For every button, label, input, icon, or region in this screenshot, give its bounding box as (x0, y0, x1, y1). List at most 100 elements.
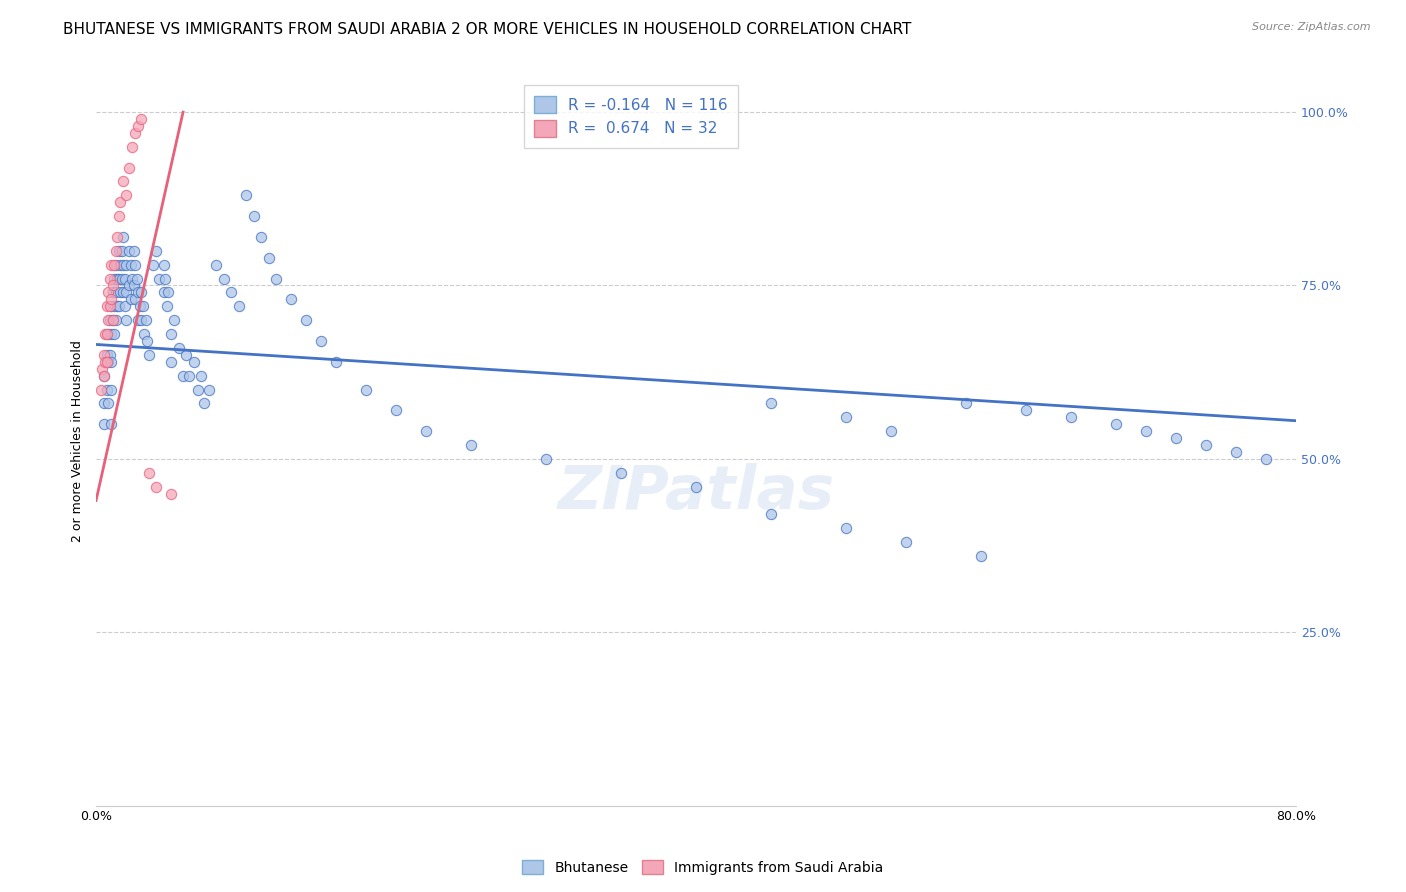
Point (90, 383, 112, 397)
Point (97, 355, 120, 369)
Point (94, 355, 117, 369)
Point (96, 299, 118, 313)
Point (534, 451, 557, 466)
Point (112, 258, 135, 272)
Point (219, 285, 242, 300)
Y-axis label: 2 or more Vehicles in Household: 2 or more Vehicles in Household (72, 341, 84, 542)
Point (108, 285, 131, 300)
Point (685, 480, 707, 494)
Point (153, 271, 176, 285)
Point (105, 230, 128, 244)
Point (118, 161, 141, 175)
Point (96, 326, 118, 341)
Point (125, 271, 148, 285)
Point (105, 299, 128, 313)
Point (183, 355, 205, 369)
Point (193, 396, 215, 410)
Point (112, 230, 135, 244)
Point (152, 285, 174, 300)
Point (1105, 417, 1128, 432)
Point (354, 383, 377, 397)
Point (101, 285, 124, 300)
Point (98, 299, 121, 313)
Point (127, 119, 149, 133)
Point (115, 285, 138, 300)
Text: BHUTANESE VS IMMIGRANTS FROM SAUDI ARABIA 2 OR MORE VEHICLES IN HOUSEHOLD CORREL: BHUTANESE VS IMMIGRANTS FROM SAUDI ARABI… (63, 22, 911, 37)
Point (93, 348, 115, 362)
Legend: Bhutanese, Immigrants from Saudi Arabia: Bhutanese, Immigrants from Saudi Arabia (517, 855, 889, 880)
Point (107, 299, 129, 313)
Point (1225, 445, 1247, 459)
Point (103, 299, 125, 313)
Point (157, 285, 180, 300)
Point (114, 271, 136, 285)
Point (108, 195, 131, 210)
Point (129, 285, 152, 300)
Point (121, 271, 143, 285)
Point (1135, 424, 1157, 438)
Point (250, 230, 273, 244)
Point (120, 293, 142, 307)
Point (190, 368, 212, 383)
Point (103, 326, 125, 341)
Legend: R = -0.164   N = 116, R =  0.674   N = 32: R = -0.164 N = 116, R = 0.674 N = 32 (523, 85, 738, 148)
Point (187, 383, 209, 397)
Point (97, 285, 120, 300)
Point (309, 334, 332, 348)
Point (152, 258, 174, 272)
Text: Source: ZipAtlas.com: Source: ZipAtlas.com (1253, 22, 1371, 32)
Point (122, 244, 145, 258)
Point (104, 244, 127, 258)
Point (114, 299, 136, 313)
Point (98, 313, 121, 327)
Point (880, 424, 903, 438)
Point (460, 438, 482, 452)
Point (110, 271, 132, 285)
Point (110, 244, 132, 258)
Point (835, 410, 858, 425)
Point (131, 299, 153, 313)
Point (385, 403, 408, 417)
Point (177, 368, 200, 383)
Point (112, 174, 135, 188)
Point (172, 368, 194, 383)
Point (100, 355, 122, 369)
Point (108, 258, 131, 272)
Point (160, 355, 183, 369)
Point (120, 258, 142, 272)
Point (759, 508, 782, 522)
Point (124, 293, 146, 307)
Point (97, 396, 120, 410)
Point (138, 348, 160, 362)
Point (955, 396, 977, 410)
Point (115, 313, 138, 327)
Point (93, 368, 115, 383)
Point (118, 278, 141, 293)
Point (325, 355, 347, 369)
Point (96, 348, 118, 362)
Point (197, 383, 219, 397)
Point (100, 258, 122, 272)
Point (100, 417, 122, 432)
Point (1254, 451, 1277, 466)
Point (103, 258, 125, 272)
Point (104, 258, 127, 272)
Point (115, 258, 138, 272)
Point (100, 326, 122, 341)
Point (101, 313, 124, 327)
Point (93, 396, 115, 410)
Point (167, 341, 190, 355)
Point (228, 299, 250, 313)
Point (105, 271, 128, 285)
Point (1195, 438, 1218, 452)
Point (212, 271, 235, 285)
Point (96, 355, 118, 369)
Point (94, 326, 117, 341)
Point (91, 361, 114, 376)
Point (235, 188, 257, 202)
Point (100, 293, 122, 307)
Point (98, 348, 121, 362)
Point (127, 313, 149, 327)
Point (129, 112, 152, 126)
Point (115, 188, 138, 202)
